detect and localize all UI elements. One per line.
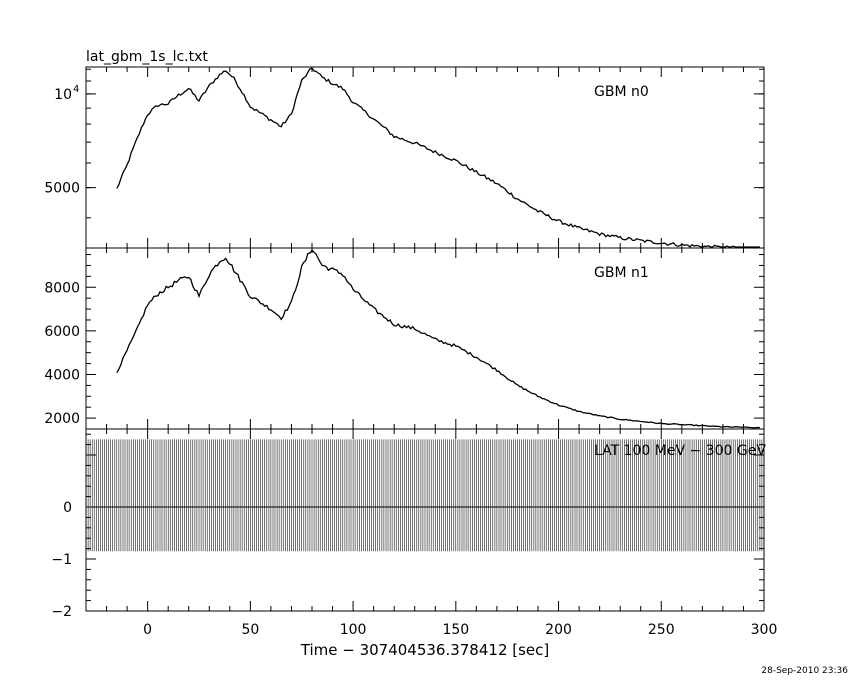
- x-tick-label: 300: [751, 622, 778, 638]
- curves-layer: [116, 67, 760, 429]
- panel-label-gbm-n1: GBM n1: [594, 265, 649, 281]
- figure-title: lat_gbm_1s_lc.txt: [86, 49, 208, 65]
- x-tick-label: 150: [442, 622, 469, 638]
- x-tick-label: 250: [648, 622, 675, 638]
- y-tick-label: 0: [63, 500, 72, 516]
- panel-frame: [85, 247, 765, 430]
- x-tick-label: 0: [143, 622, 152, 638]
- y-tick-label-exponent: 4: [73, 84, 79, 95]
- panel-frames: [85, 66, 765, 612]
- x-tick-label: 100: [340, 622, 367, 638]
- panel-label-lat: LAT 100 MeV − 300 GeV: [594, 443, 766, 459]
- panel-frame: [85, 66, 765, 249]
- x-tick-label: 200: [545, 622, 572, 638]
- y-tick-label: 8000: [44, 280, 80, 296]
- panel-frame: [85, 428, 765, 612]
- y-tick-label: 2000: [44, 411, 80, 427]
- panel-label-gbm-n0: GBM n0: [594, 84, 649, 100]
- gbm-n0-curve: [116, 67, 760, 248]
- timestamp: 28-Sep-2010 23:36: [761, 666, 848, 676]
- x-tick-label: 50: [241, 622, 259, 638]
- y-tick-label: 6000: [44, 324, 80, 340]
- y-tick-label: −2: [51, 604, 72, 620]
- lat-error-bars: [85, 439, 765, 552]
- y-tick-label: 5000: [44, 181, 80, 197]
- y-tick-label: 10: [54, 87, 72, 103]
- y-tick-label: 4000: [44, 367, 80, 383]
- tick-layer: 10 4 5000 2000 4000 6000 8000 −2 −1 0 0 50 100 150 200…: [44, 67, 777, 638]
- x-axis-label: Time − 307404536.378412 [sec]: [300, 641, 550, 659]
- y-tick-label: −1: [51, 552, 72, 568]
- gbm-n1-curve: [116, 249, 760, 429]
